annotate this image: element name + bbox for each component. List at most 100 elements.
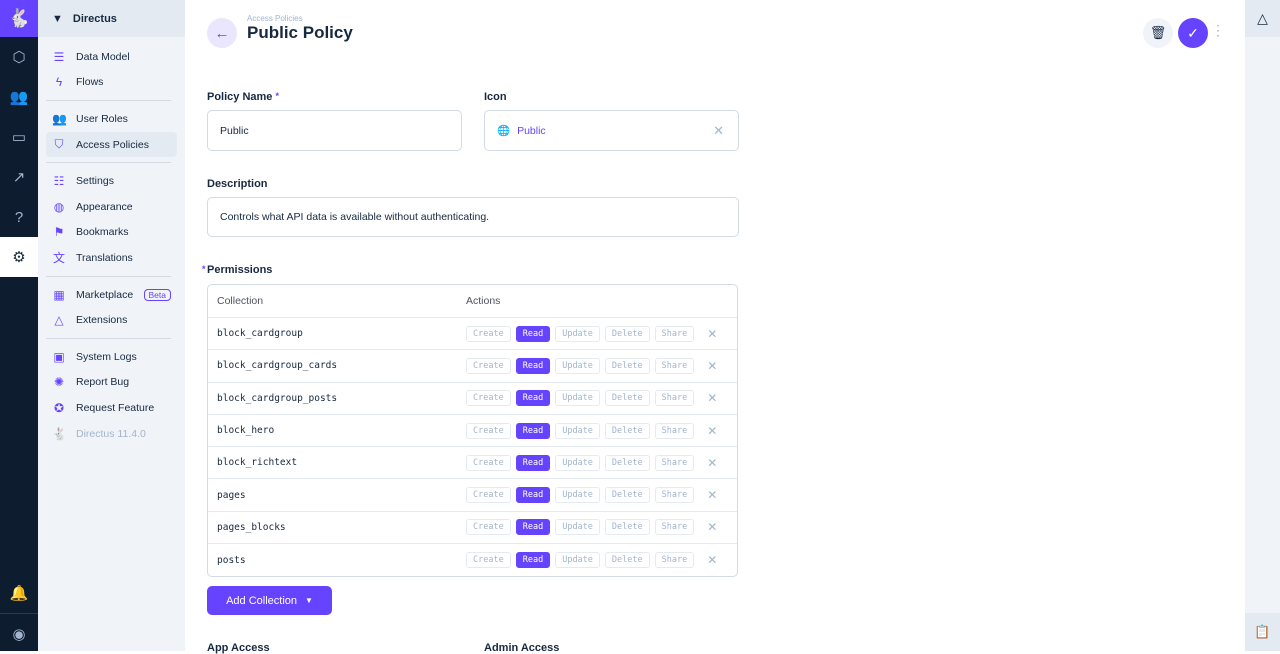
help-icon[interactable]: ? [14, 208, 24, 226]
cube-icon[interactable]: ⬡ [12, 49, 26, 66]
users-icon[interactable]: 👥 [9, 89, 29, 106]
collection-name[interactable]: block_cardgroup_cards [217, 360, 338, 372]
nav-user-roles[interactable]: 👥 User Roles [46, 106, 177, 132]
permission-delete-toggle[interactable]: Delete [604, 454, 650, 471]
remove-icon[interactable]: ✕ [707, 358, 718, 373]
delete-button[interactable]: 🗑 [1143, 18, 1173, 48]
permission-update-toggle[interactable]: Update [555, 390, 600, 407]
remove-icon[interactable]: ✕ [707, 455, 718, 470]
permission-share-toggle[interactable]: Share [654, 422, 695, 439]
folder-icon[interactable]: ▭ [11, 129, 27, 146]
permission-create-toggle[interactable]: Create [466, 519, 511, 536]
nav-label: Marketplace [76, 288, 134, 301]
settings-icon[interactable]: ⚙ [0, 237, 38, 277]
permission-update-toggle[interactable]: Update [555, 357, 600, 374]
permission-delete-toggle[interactable]: Delete [604, 390, 650, 407]
permission-update-toggle[interactable]: Update [555, 519, 600, 536]
nav-version[interactable]: 🐇 Directus 11.4.0 [46, 421, 177, 447]
collection-name[interactable]: block_cardgroup [217, 328, 303, 340]
more-options-icon[interactable]: ⋮ [1211, 22, 1225, 38]
divider [46, 337, 171, 339]
permission-update-toggle[interactable]: Update [555, 325, 600, 342]
insights-icon[interactable]: ↗ [12, 169, 26, 186]
permission-update-toggle[interactable]: Update [555, 454, 600, 471]
collection-name[interactable]: block_cardgroup_posts [217, 392, 338, 404]
nav-request-feature[interactable]: ✪ Request Feature [46, 395, 177, 421]
nav-bookmarks[interactable]: ⚑ Bookmarks [46, 220, 177, 246]
nav-extensions[interactable]: △ Extensions [46, 307, 177, 333]
main-content: ← Access Policies Public Policy 🗑 ✓ ⋮ Po… [185, 0, 1245, 654]
permission-read-toggle[interactable]: Read [515, 487, 551, 504]
permission-delete-toggle[interactable]: Delete [604, 325, 650, 342]
collection-name[interactable]: pages_blocks [217, 521, 286, 533]
permission-share-toggle[interactable]: Share [654, 390, 695, 407]
collection-name[interactable]: block_hero [217, 425, 275, 437]
nav-settings[interactable]: ☷ Settings [46, 168, 177, 194]
nav-marketplace[interactable]: ▦ Marketplace Beta [46, 282, 177, 308]
nav-access-policies[interactable]: ⛉ Access Policies [46, 131, 177, 158]
nav-translations[interactable]: 文 Translations [46, 245, 177, 271]
permission-read-toggle[interactable]: Read [515, 552, 551, 569]
permission-read-toggle[interactable]: Read [515, 357, 551, 374]
permission-share-toggle[interactable]: Share [654, 325, 695, 342]
permission-share-toggle[interactable]: Share [654, 487, 695, 504]
table-row: block_cardgroup Create Read Update Delete Sha… [208, 318, 737, 351]
breadcrumb[interactable]: Access Policies [247, 14, 303, 23]
bug-icon: ✺ [53, 375, 65, 390]
icon-select[interactable]: 🌐 Public ✕ [484, 110, 739, 151]
permission-update-toggle[interactable]: Update [555, 422, 600, 439]
permission-create-toggle[interactable]: Create [466, 422, 511, 439]
account-icon[interactable]: ◉ [0, 613, 38, 653]
permission-share-toggle[interactable]: Share [654, 454, 695, 471]
clipboard-icon[interactable]: 📋 [1245, 613, 1280, 651]
permission-read-toggle[interactable]: Read [515, 519, 551, 536]
permission-delete-toggle[interactable]: Delete [604, 519, 650, 536]
page-title: Public Policy [247, 23, 353, 42]
permission-create-toggle[interactable]: Create [466, 454, 511, 471]
permission-read-toggle[interactable]: Read [515, 390, 551, 407]
description-input[interactable]: Controls what API data is available with… [207, 197, 739, 237]
permission-create-toggle[interactable]: Create [466, 325, 511, 342]
remove-icon[interactable]: ✕ [707, 488, 718, 503]
permission-create-toggle[interactable]: Create [466, 357, 511, 374]
nav-system-logs[interactable]: ▣ System Logs [46, 344, 177, 370]
nav-label: Report Bug [76, 376, 130, 389]
remove-icon[interactable]: ✕ [707, 391, 718, 406]
save-button[interactable]: ✓ [1178, 18, 1208, 48]
collection-name[interactable]: posts [217, 554, 246, 566]
nav-report-bug[interactable]: ✺ Report Bug [46, 370, 177, 396]
remove-icon[interactable]: ✕ [707, 520, 718, 535]
permission-update-toggle[interactable]: Update [555, 487, 600, 504]
permission-delete-toggle[interactable]: Delete [604, 487, 650, 504]
remove-icon[interactable]: ✕ [707, 326, 718, 341]
permission-read-toggle[interactable]: Read [515, 325, 551, 342]
remove-icon[interactable]: ✕ [707, 423, 718, 438]
collection-name[interactable]: block_richtext [217, 457, 298, 469]
permission-share-toggle[interactable]: Share [654, 552, 695, 569]
bell-icon[interactable]: 🔔 [9, 585, 29, 602]
permission-delete-toggle[interactable]: Delete [604, 357, 650, 374]
clear-icon[interactable]: ✕ [713, 122, 724, 138]
nav-label: Extensions [76, 314, 128, 327]
collection-name[interactable]: pages [217, 489, 246, 501]
back-button[interactable]: ← [207, 18, 237, 48]
info-toggle-icon[interactable]: △ [1245, 0, 1280, 37]
permission-share-toggle[interactable]: Share [654, 357, 695, 374]
permission-read-toggle[interactable]: Read [515, 422, 551, 439]
permission-delete-toggle[interactable]: Delete [604, 422, 650, 439]
policy-name-input[interactable]: Public [207, 110, 462, 151]
nav-data-model[interactable]: ☰ Data Model [46, 44, 177, 70]
remove-icon[interactable]: ✕ [707, 553, 718, 568]
permission-create-toggle[interactable]: Create [466, 390, 511, 407]
permission-share-toggle[interactable]: Share [654, 519, 695, 536]
permission-create-toggle[interactable]: Create [466, 487, 511, 504]
permission-create-toggle[interactable]: Create [466, 552, 511, 569]
permission-read-toggle[interactable]: Read [515, 454, 551, 471]
project-header[interactable]: ▼ Directus [38, 0, 185, 37]
nav-flows[interactable]: ϟ Flows [46, 70, 177, 96]
permission-delete-toggle[interactable]: Delete [604, 552, 650, 569]
add-collection-button[interactable]: Add Collection ▼ [207, 586, 332, 615]
permission-update-toggle[interactable]: Update [555, 552, 600, 569]
nav-appearance[interactable]: ◍ Appearance [46, 194, 177, 220]
directus-logo-icon[interactable]: 🐇 [0, 0, 38, 37]
